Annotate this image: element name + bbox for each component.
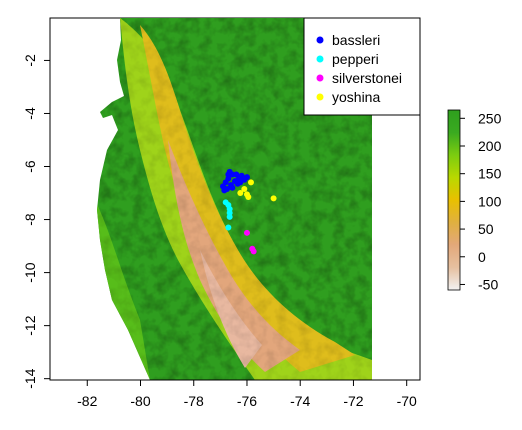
colorbar-tick-label: 0 <box>478 249 486 265</box>
point-yoshina <box>245 194 252 201</box>
y-tick-label: -6 <box>22 160 38 173</box>
point-pepperi <box>226 213 233 220</box>
legend-box <box>303 17 421 116</box>
colorbar: 250 200 150 100 50 0 -50 <box>447 109 502 292</box>
point-bassleri <box>221 187 228 194</box>
y-tick-label: -14 <box>22 368 38 388</box>
x-tick-label: -72 <box>343 393 363 409</box>
legend-label-pepperi: pepperi <box>332 51 379 67</box>
point-bassleri <box>229 184 236 191</box>
point-yoshina <box>241 186 248 193</box>
point-yoshina <box>270 195 277 202</box>
x-tick-label: -82 <box>77 393 97 409</box>
legend-marker-yoshina <box>316 93 324 101</box>
legend-marker-bassleri <box>316 36 324 44</box>
y-axis: -2 -4 -6 -8 -10 -12 -14 <box>22 54 50 389</box>
point-bassleri <box>237 179 244 186</box>
x-tick-label: -80 <box>130 393 150 409</box>
x-tick-label: -76 <box>237 393 257 409</box>
point-bassleri <box>243 174 250 181</box>
legend-label-bassleri: bassleri <box>332 32 380 48</box>
legend-marker-silverstonei <box>316 74 324 82</box>
y-tick-label: -10 <box>22 262 38 282</box>
y-tick-label: -12 <box>22 315 38 335</box>
legend-label-silverstonei: silverstonei <box>332 70 402 86</box>
point-bassleri <box>225 171 232 178</box>
colorbar-tick-label: 150 <box>478 166 502 182</box>
point-yoshina <box>237 190 244 197</box>
y-tick-label: -2 <box>22 54 38 67</box>
x-axis: -82 -80 -78 -76 -74 -72 -70 <box>77 380 417 409</box>
elevation-raster <box>97 18 372 380</box>
point-yoshina <box>247 179 254 186</box>
colorbar-tick-label: -50 <box>478 276 498 292</box>
legend: bassleri pepperi silverstonei yoshina <box>303 17 421 116</box>
y-tick-label: -4 <box>22 107 38 120</box>
occurrence-points <box>220 168 277 255</box>
legend-label-yoshina: yoshina <box>332 89 380 105</box>
colorbar-rect <box>447 109 461 291</box>
x-tick-label: -70 <box>397 393 417 409</box>
colorbar-tick-label: 250 <box>478 110 502 126</box>
colorbar-tick-label: 50 <box>478 221 494 237</box>
x-tick-label: -78 <box>184 393 204 409</box>
point-silverstonei <box>250 248 257 255</box>
point-silverstonei <box>243 229 250 236</box>
point-bassleri <box>233 171 240 178</box>
legend-marker-pepperi <box>316 55 324 63</box>
colorbar-tick-label: 200 <box>478 138 502 154</box>
y-tick-label: -8 <box>22 213 38 226</box>
colorbar-tick-label: 100 <box>478 193 502 209</box>
point-pepperi <box>225 224 232 231</box>
x-tick-label: -74 <box>290 393 310 409</box>
